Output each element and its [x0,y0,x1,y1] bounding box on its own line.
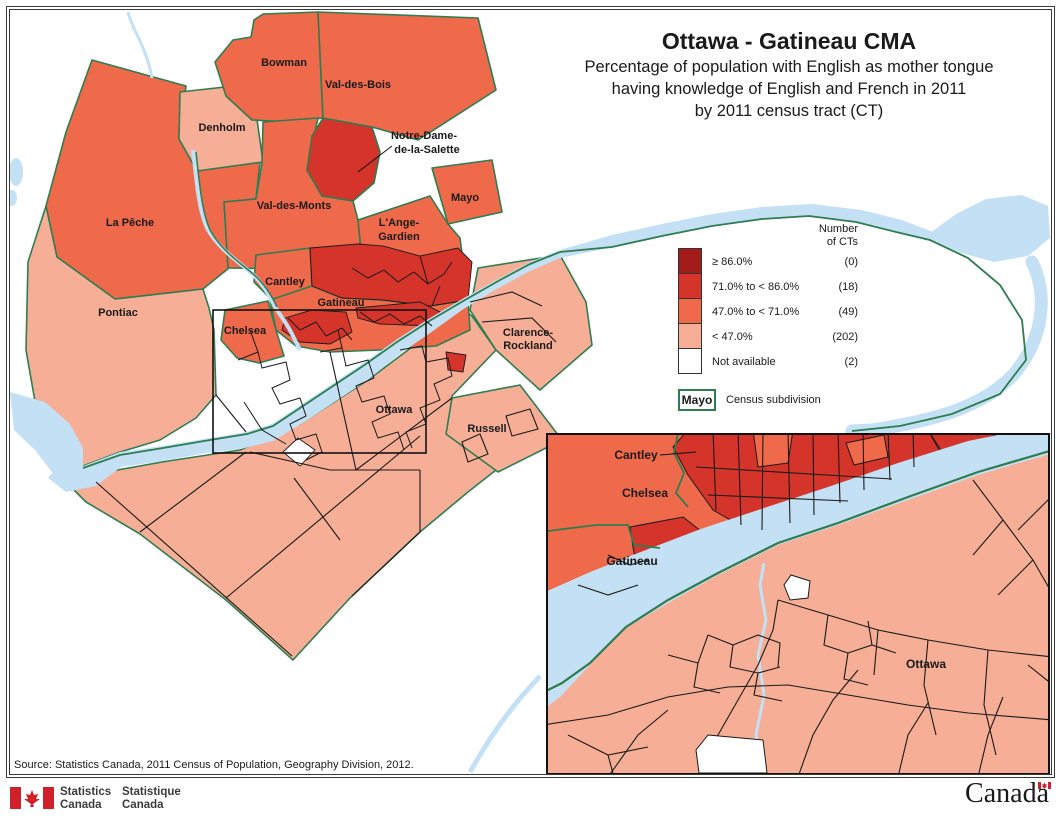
inset-label-chelsea: Chelsea [622,486,668,500]
legend-count-class2: (18) [838,281,858,293]
legend-header-line2: of CTs [826,236,858,248]
map-title: Ottawa - Gatineau CMA [661,28,917,54]
tract-gatineau-north-red [309,243,473,307]
label-ndls-2: de-la-Salette [394,144,459,156]
inset-na-tract-large [695,734,768,773]
legend-header-line1: Number [818,223,858,235]
inset-map: Cantley Chelsea Gatineau Ottawa [546,433,1050,774]
legend-label-class2: 71.0% to < 86.0% [712,281,800,293]
label-russell: Russell [467,423,506,435]
census-tract-lines-rural [95,291,557,657]
region-mayo [431,159,503,225]
legend-count-class1: (0) [844,256,858,268]
csd-boundary-gatineau-river [195,151,278,308]
label-val-des-bois: Val-des-Bois [325,79,391,91]
lake-west-1 [10,158,23,186]
legend-label-na: Not available [712,356,776,368]
statcan-english: Statistics Canada [60,786,112,811]
ottawa-river-inlet-west [10,392,83,476]
inset-ottawa-river [548,435,1048,707]
label-val-des-monts: Val-des-Monts [257,200,332,212]
legend-subdivision-sample: Mayo [678,389,716,411]
label-mayo: Mayo [451,192,479,204]
stream-northwest [126,11,154,79]
legend-label-class4: < 47.0% [712,331,753,343]
canada-wordmark: Canada [965,778,1051,809]
inset-gatineau-side [548,435,998,591]
label-denholm: Denholm [198,122,245,134]
inset-csd-boundaries [548,435,689,549]
inset-label-ottawa: Ottawa [906,657,946,671]
legend-swatch-na [678,348,702,374]
map-frame: Bowman Val-des-Bois Denholm Notre-Dame- … [6,6,1055,778]
map-subtitle-2: having knowledge of English and French i… [611,80,967,98]
inset-label-gatineau: Gatineau [606,554,657,568]
label-pontiac: Pontiac [98,307,138,319]
label-lange-2: Gardien [378,231,420,243]
legend-header: Number of CTs [819,223,858,249]
label-lange-1: L'Ange- [379,217,420,229]
label-la-peche: La Pêche [106,217,154,229]
legend-label-class3: 47.0% to < 71.0% [712,306,800,318]
label-ottawa: Ottawa [376,404,414,416]
map-subtitle-1: Percentage of population with English as… [584,58,994,76]
legend: Number of CTs ≥ 86.0% (0) 71.0% to < 86.… [678,223,858,419]
legend-swatch-class4 [678,323,702,349]
ottawa-river-southeast [845,255,1048,438]
census-tract-lines-urban [237,255,453,461]
inset-extent-rectangle [212,309,427,454]
lake-west-2 [10,190,17,206]
map-subtitle-3: by 2011 census tract (CT) [694,102,884,120]
legend-subdivision-label: Census subdivision [726,394,821,406]
rivers [10,158,1050,492]
cma-boundary-river [82,215,1027,469]
statcan-french: Statistique Canada [122,786,181,811]
wordmark-flag-icon [1038,782,1051,789]
legend-swatch-class1 [678,248,702,274]
footer: Statistics Canada Statistique Canada Can… [0,778,1061,832]
rideau-river [467,674,542,773]
legend-count-na: (2) [844,356,858,368]
label-clarence-2: Rockland [503,340,553,352]
inset-tract-lines-north [577,435,915,596]
inset-rideau-river [754,562,768,773]
ndls-leader-line [357,145,393,173]
inset-cma-boundary [548,450,1048,692]
source-note: Source: Statistics Canada, 2011 Census o… [14,759,414,771]
canada-flag-icon [10,787,54,809]
region-notre-dame-de-la-salette [306,117,381,202]
region-val-des-bois [317,11,497,141]
label-chelsea: Chelsea [224,325,267,337]
region-pontiac [25,205,217,473]
red-tract-cluster [281,243,473,373]
main-map: Bowman Val-des-Bois Denholm Notre-Dame- … [10,11,1050,773]
label-gatineau: Gatineau [317,297,364,309]
region-chelsea [220,300,285,364]
label-ndls-1: Notre-Dame- [391,130,457,142]
inset-map-svg: Cantley Chelsea Gatineau Ottawa [548,435,1048,773]
inset-cantley-leader [659,451,697,456]
label-cantley: Cantley [265,276,306,288]
legend-swatch-class2 [678,273,702,299]
tract-masson-red [445,351,467,373]
inset-label-cantley: Cantley [614,448,658,462]
tract-not-available [282,437,316,467]
label-bowman: Bowman [261,57,307,69]
map-title-block: Ottawa - Gatineau CMA Percentage of popu… [548,30,1030,122]
ottawa-river-west [48,250,560,492]
region-russell [445,384,563,473]
legend-swatch-class3 [678,298,702,324]
legend-count-class3: (49) [838,306,858,318]
region-clarence-rockland [469,254,593,391]
ottawa-river-widening [930,195,1050,262]
legend-count-class4: (202) [832,331,858,343]
legend-swatch-column [678,248,702,374]
ottawa-river-east [560,204,936,258]
map-canvas: Bowman Val-des-Bois Denholm Notre-Dame- … [9,9,1052,775]
inset-na-tract-small [783,574,811,601]
legend-label-class1: ≥ 86.0% [712,256,753,268]
label-clarence-1: Clarence- [503,327,553,339]
